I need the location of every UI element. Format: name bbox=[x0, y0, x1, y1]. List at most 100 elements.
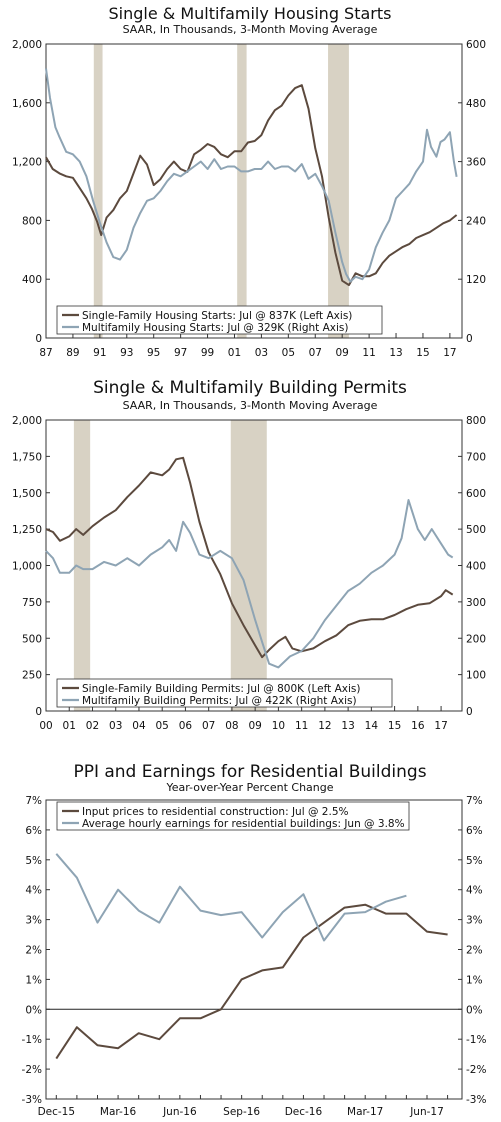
y-left-tick-label: 750 bbox=[22, 597, 42, 609]
y-right-tick-label: 7% bbox=[466, 795, 483, 807]
legend-box bbox=[56, 678, 393, 708]
y-right-tick-label: 200 bbox=[466, 633, 486, 645]
y-left-tick-label: 5% bbox=[25, 855, 42, 867]
y-left-tick-label: 0 bbox=[35, 706, 42, 718]
y-left-tick-label: 2% bbox=[25, 945, 42, 957]
legend-label: Single-Family Housing Starts: Jul @ 837K… bbox=[82, 310, 352, 322]
x-tick-label: 93 bbox=[120, 347, 133, 359]
y-left-tick-label: 800 bbox=[22, 215, 42, 227]
y-left-tick-label: 6% bbox=[25, 825, 42, 837]
legend-label: Multifamily Building Permits: Jul @ 422K… bbox=[82, 695, 357, 707]
y-left-tick-label: 500 bbox=[22, 633, 42, 645]
x-tick-label: 99 bbox=[201, 347, 214, 359]
chart-title: PPI and Earnings for Residential Buildin… bbox=[73, 762, 426, 782]
chart-title: Single & Multifamily Building Permits bbox=[93, 378, 407, 398]
x-tick-label: 17 bbox=[434, 720, 447, 732]
y-right-tick-label: 500 bbox=[466, 524, 486, 536]
y-left-tick-label: 1,250 bbox=[12, 524, 42, 536]
y-right-tick-label: 1% bbox=[466, 974, 483, 986]
y-left-tick-label: 250 bbox=[22, 670, 42, 682]
y-left-tick-label: 4% bbox=[25, 885, 42, 897]
recession-band bbox=[237, 44, 247, 338]
x-tick-label: Jun-16 bbox=[162, 1106, 197, 1118]
building-permits-svg: Single & Multifamily Building PermitsSAA… bbox=[12, 378, 486, 732]
y-right-tick-label: -1% bbox=[466, 1034, 486, 1046]
x-tick-label: 12 bbox=[318, 720, 331, 732]
y-right-tick-label: 5% bbox=[466, 855, 483, 867]
plot-frame bbox=[45, 43, 463, 339]
y-left-tick-label: 1,750 bbox=[12, 451, 42, 463]
x-tick-label: 09 bbox=[335, 347, 348, 359]
y-left-tick-label: -2% bbox=[22, 1064, 42, 1076]
chart-subtitle: SAAR, In Thousands, 3-Month Moving Avera… bbox=[123, 23, 378, 36]
x-tick-label: Mar-17 bbox=[347, 1106, 383, 1118]
y-left-tick-label: -3% bbox=[22, 1094, 42, 1106]
x-tick-label: 13 bbox=[389, 347, 402, 359]
y-right-tick-label: 3% bbox=[466, 915, 483, 927]
x-tick-label: Jun-17 bbox=[409, 1106, 444, 1118]
x-tick-label: 10 bbox=[272, 720, 285, 732]
y-left-tick-label: 2,000 bbox=[12, 415, 42, 427]
y-left-tick-label: 1,000 bbox=[12, 561, 42, 573]
x-tick-label: 87 bbox=[39, 347, 52, 359]
recession-band bbox=[93, 44, 103, 338]
recession-band bbox=[73, 420, 91, 711]
y-right-tick-label: 0 bbox=[466, 333, 473, 345]
x-tick-label: 04 bbox=[132, 720, 146, 732]
recession-band bbox=[328, 44, 349, 338]
y-right-tick-label: 700 bbox=[466, 451, 486, 463]
x-tick-label: 91 bbox=[93, 347, 106, 359]
y-left-tick-label: 0 bbox=[35, 333, 42, 345]
y-left-tick-label: -1% bbox=[22, 1034, 42, 1046]
y-right-tick-label: 2% bbox=[466, 945, 483, 957]
series-line-light bbox=[45, 68, 458, 283]
x-tick-label: 89 bbox=[66, 347, 79, 359]
y-right-tick-label: 0 bbox=[466, 706, 473, 718]
ppi-earnings-svg: PPI and Earnings for Residential Buildin… bbox=[22, 762, 487, 1118]
legend-label: Average hourly earnings for residential … bbox=[82, 818, 405, 830]
legend-label: Single-Family Building Permits: Jul @ 80… bbox=[82, 683, 360, 695]
y-left-tick-label: 400 bbox=[22, 274, 42, 286]
x-tick-label: 16 bbox=[411, 720, 425, 732]
chart-subtitle: SAAR, In Thousands, 3-Month Moving Avera… bbox=[123, 399, 378, 412]
y-right-tick-label: 300 bbox=[466, 597, 486, 609]
series-line-dark bbox=[45, 456, 454, 659]
building-permits-chart: Single & Multifamily Building Permits SAA… bbox=[0, 372, 501, 747]
series-line-dark bbox=[45, 84, 458, 287]
x-tick-label: 02 bbox=[86, 720, 99, 732]
y-left-tick-label: 3% bbox=[25, 915, 42, 927]
series-line-light bbox=[55, 853, 407, 942]
x-tick-label: 13 bbox=[341, 720, 354, 732]
plot-frame bbox=[45, 799, 463, 1100]
y-right-tick-label: 0% bbox=[466, 1004, 483, 1016]
x-tick-label: 95 bbox=[147, 347, 160, 359]
y-left-tick-label: 1,600 bbox=[12, 98, 42, 110]
y-right-tick-label: 400 bbox=[466, 561, 486, 573]
x-tick-label: Mar-16 bbox=[100, 1106, 137, 1118]
legend-label: Input prices to residential construction… bbox=[82, 806, 348, 818]
y-left-tick-label: 2,000 bbox=[12, 39, 42, 51]
y-right-tick-label: 800 bbox=[466, 415, 486, 427]
y-left-tick-label: 1,500 bbox=[12, 488, 42, 500]
legend-box bbox=[56, 305, 383, 335]
y-right-tick-label: 120 bbox=[466, 274, 486, 286]
x-tick-label: 00 bbox=[39, 720, 52, 732]
x-tick-label: Sep-16 bbox=[223, 1106, 260, 1118]
chart-title: Single & Multifamily Housing Starts bbox=[109, 4, 392, 23]
y-left-tick-label: 7% bbox=[25, 795, 42, 807]
housing-starts-svg: Single & Multifamily Housing StartsSAAR,… bbox=[12, 4, 486, 359]
x-tick-label: 03 bbox=[255, 347, 268, 359]
y-right-tick-label: 100 bbox=[466, 670, 486, 682]
x-tick-label: 07 bbox=[202, 720, 215, 732]
chart-subtitle: Year-over-Year Percent Change bbox=[165, 781, 333, 794]
ppi-earnings-chart: PPI and Earnings for Residential Buildin… bbox=[0, 757, 501, 1122]
x-tick-label: 09 bbox=[248, 720, 261, 732]
y-right-tick-label: 6% bbox=[466, 825, 483, 837]
y-right-tick-label: -2% bbox=[466, 1064, 486, 1076]
x-tick-label: 15 bbox=[416, 347, 429, 359]
y-right-tick-label: 4% bbox=[466, 885, 483, 897]
x-tick-label: 11 bbox=[362, 347, 375, 359]
series-line-light bbox=[45, 499, 454, 669]
x-tick-label: 06 bbox=[179, 720, 193, 732]
housing-starts-chart: Single & Multifamily Housing Starts SAAR,… bbox=[0, 0, 501, 372]
